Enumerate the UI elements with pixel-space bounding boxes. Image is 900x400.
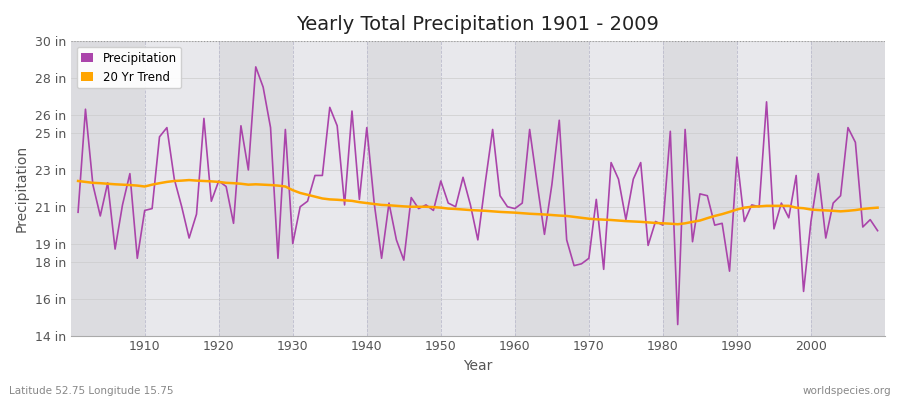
Precipitation <box>606 160 616 165</box>
Bar <box>71 41 145 336</box>
20 Yr Trend <box>302 192 313 197</box>
Legend: Precipitation, 20 Yr Trend: Precipitation, 20 Yr Trend <box>76 47 182 88</box>
Precipitation <box>73 210 84 215</box>
Precipitation <box>250 64 261 69</box>
20 Yr Trend <box>346 198 357 203</box>
Bar <box>219 41 292 336</box>
20 Yr Trend <box>132 183 143 188</box>
20 Yr Trend <box>73 178 84 183</box>
20 Yr Trend <box>606 218 616 222</box>
Precipitation <box>132 256 143 261</box>
Bar <box>145 41 219 336</box>
Bar <box>811 41 885 336</box>
Title: Yearly Total Precipitation 1901 - 2009: Yearly Total Precipitation 1901 - 2009 <box>296 15 660 34</box>
Precipitation <box>672 322 683 327</box>
20 Yr Trend <box>672 222 683 227</box>
Precipitation <box>517 201 527 206</box>
Bar <box>663 41 737 336</box>
Line: 20 Yr Trend: 20 Yr Trend <box>78 180 878 224</box>
X-axis label: Year: Year <box>464 359 492 373</box>
Bar <box>885 41 900 336</box>
20 Yr Trend <box>872 205 883 210</box>
Bar <box>515 41 589 336</box>
Line: Precipitation: Precipitation <box>78 67 878 324</box>
Precipitation <box>302 199 313 204</box>
20 Yr Trend <box>517 211 527 216</box>
Bar <box>367 41 441 336</box>
20 Yr Trend <box>184 178 194 182</box>
Bar <box>589 41 663 336</box>
Y-axis label: Precipitation: Precipitation <box>15 145 29 232</box>
Text: worldspecies.org: worldspecies.org <box>803 386 891 396</box>
Precipitation <box>346 109 357 114</box>
Precipitation <box>872 228 883 233</box>
20 Yr Trend <box>509 210 520 215</box>
Precipitation <box>509 206 520 211</box>
Bar <box>441 41 515 336</box>
Bar <box>737 41 811 336</box>
Text: Latitude 52.75 Longitude 15.75: Latitude 52.75 Longitude 15.75 <box>9 386 174 396</box>
Bar <box>292 41 367 336</box>
